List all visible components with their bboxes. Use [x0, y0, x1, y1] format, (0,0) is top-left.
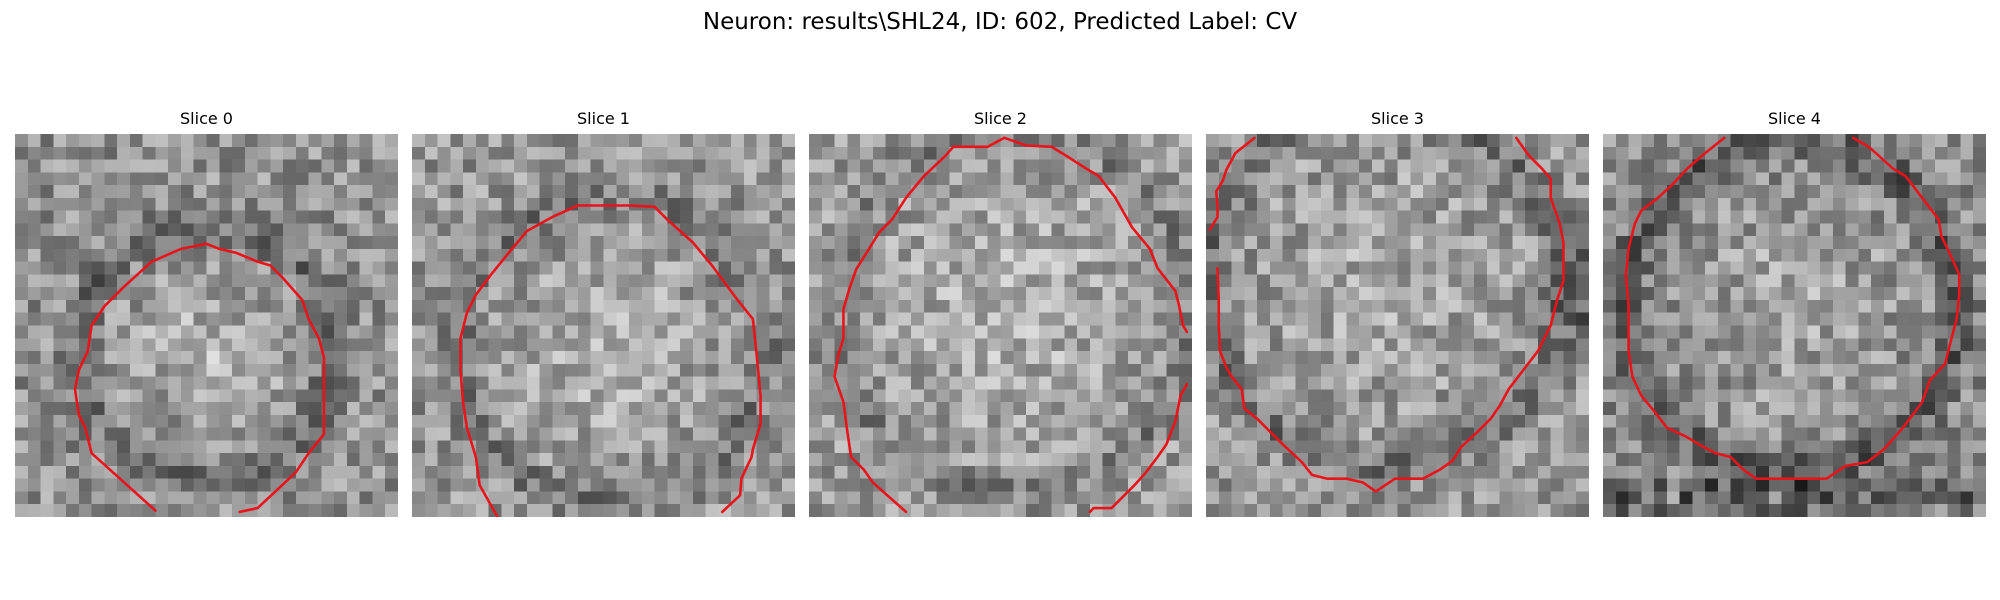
slice-image: [1206, 134, 1589, 517]
pixel-grid: [809, 134, 1192, 517]
cell-contour: [461, 205, 761, 517]
cell-contour: [1210, 138, 1564, 492]
pixel-grid: [412, 134, 795, 517]
pixel-grid: [15, 134, 398, 517]
slice-title: Slice 0: [180, 109, 233, 128]
slice-panel-0: Slice 0: [15, 108, 398, 520]
slice-panel-2: Slice 2: [809, 108, 1192, 520]
slice-panel-4: Slice 4: [1603, 108, 1986, 520]
slice-image: [15, 134, 398, 517]
cell-contour: [835, 138, 1187, 512]
slice-title: Slice 3: [1371, 109, 1424, 128]
pixel-grid: [1603, 134, 1986, 517]
slice-image: [1603, 134, 1986, 517]
slice-panel-1: Slice 1: [412, 108, 795, 520]
cell-contour: [75, 244, 324, 512]
pixel-grid: [1206, 134, 1589, 517]
slice-title: Slice 4: [1768, 109, 1821, 128]
figure-title: Neuron: results\SHL24, ID: 602, Predicte…: [702, 9, 1298, 35]
slice-image: [809, 134, 1192, 517]
slice-image: [412, 134, 795, 517]
cell-contour: [1626, 138, 1959, 479]
slice-panel-3: Slice 3: [1206, 108, 1589, 520]
slice-title: Slice 1: [577, 109, 630, 128]
slice-title: Slice 2: [974, 109, 1027, 128]
